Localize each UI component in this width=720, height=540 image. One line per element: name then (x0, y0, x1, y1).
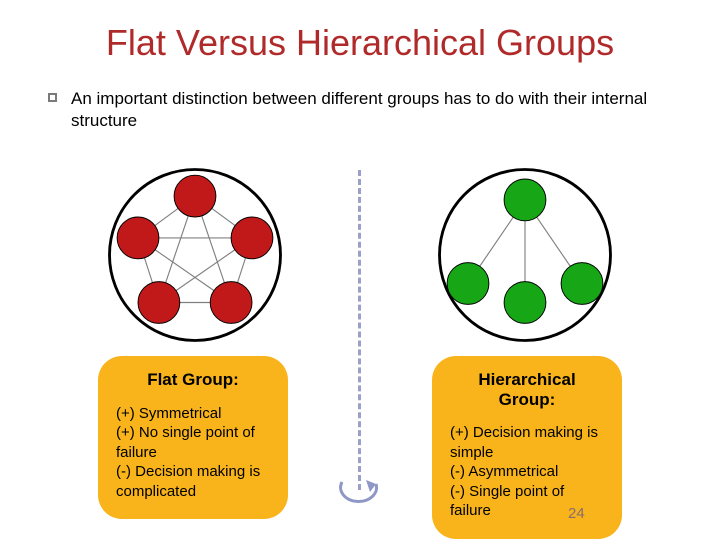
hier-card-title: Hierarchical Group: (450, 370, 604, 409)
card-line: (-) Asymmetrical (450, 462, 604, 482)
card-line: (-) Decision making is complicated (116, 462, 270, 501)
card-line: (+) Symmetrical (116, 404, 270, 424)
card-line: (+) Decision making is simple (450, 423, 604, 462)
flat-card-body: (+) Symmetrical(+) No single point of fa… (116, 404, 270, 502)
bullet-square-icon (48, 93, 57, 102)
card-line: (+) No single point of failure (116, 423, 270, 462)
curved-arrow-icon (334, 476, 384, 506)
page-number: 24 (568, 505, 585, 522)
hierarchical-group-graph (430, 160, 620, 350)
bullet-item: An important distinction between differe… (0, 64, 720, 132)
page-title: Flat Versus Hierarchical Groups (0, 0, 720, 64)
flat-group-card: Flat Group: (+) Symmetrical(+) No single… (98, 356, 288, 519)
hierarchical-group-card: Hierarchical Group: (+) Decision making … (432, 356, 622, 539)
vertical-divider (358, 170, 361, 490)
diagram-stage: Flat Group: (+) Symmetrical(+) No single… (0, 160, 720, 510)
bullet-text: An important distinction between differe… (71, 88, 680, 132)
flat-card-title: Flat Group: (116, 370, 270, 390)
flat-group-graph (100, 160, 290, 350)
